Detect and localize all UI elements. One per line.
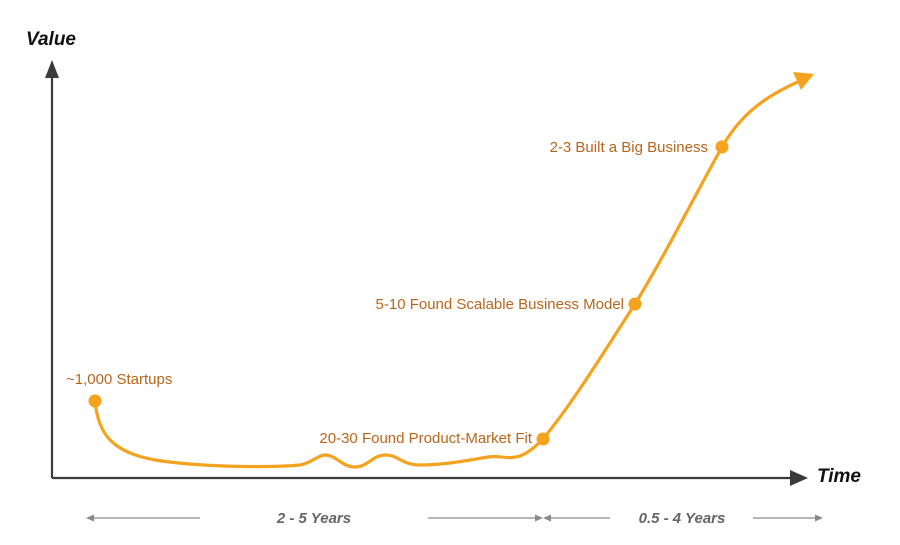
milestone-label-product-market-fit: 20-30 Found Product-Market Fit <box>319 430 532 447</box>
milestone-label-scalable-model: 5-10 Found Scalable Business Model <box>376 296 624 313</box>
milestone-label-big-business: 2-3 Built a Big Business <box>550 139 708 156</box>
milestone-dot-startups <box>88 394 102 408</box>
span-2-left-arrowhead <box>543 514 551 522</box>
x-axis-arrowhead <box>790 470 808 486</box>
span-2-right-arrowhead <box>815 514 823 522</box>
span-1-label: 2 - 5 Years <box>276 510 351 527</box>
milestone-dot-product-market-fit <box>536 432 550 446</box>
y-axis-arrowhead <box>45 60 59 78</box>
growth-curve-arrowhead <box>793 72 814 90</box>
milestone-label-startups: ~1,000 Startups <box>66 371 172 388</box>
span-1-left-arrowhead <box>86 514 94 522</box>
milestone-dot-scalable-model <box>628 297 642 311</box>
span-2-label: 0.5 - 4 Years <box>639 510 726 527</box>
milestone-dot-big-business <box>715 140 729 154</box>
span-1-right-arrowhead <box>535 514 543 522</box>
y-axis-title: Value <box>26 29 76 50</box>
growth-curve <box>93 78 804 469</box>
x-axis-title: Time <box>817 466 861 487</box>
